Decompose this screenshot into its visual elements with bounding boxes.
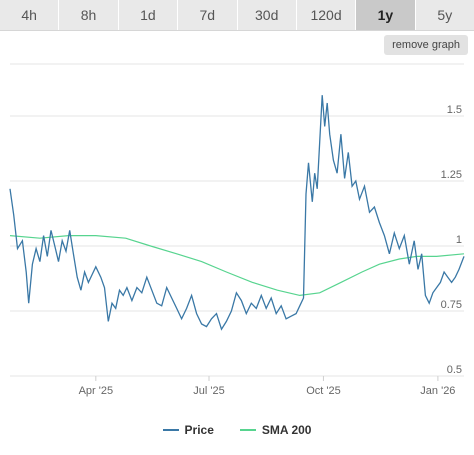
legend-item-sma[interactable]: SMA 200 xyxy=(239,423,312,437)
y-tick-label: 1.25 xyxy=(441,169,462,181)
x-tick-label: Jul '25 xyxy=(193,385,224,397)
y-tick-label: 0.5 xyxy=(447,364,462,376)
legend-item-price[interactable]: Price xyxy=(162,423,214,437)
y-tick-label: 1.5 xyxy=(447,104,462,116)
tab-8h[interactable]: 8h xyxy=(59,0,119,30)
tab-4h[interactable]: 4h xyxy=(0,0,60,30)
tab-5y[interactable]: 5y xyxy=(437,7,453,23)
price-chart: 0.5 0.75 1 1.25 1.5 Apr '25 Jul '25 Oct '25 Jan… xyxy=(9,63,465,397)
y-axis-ticks: 0.5 0.75 1 1.25 1.5 xyxy=(441,104,462,376)
x-axis-ticks: Apr '25 Jul '25 Oct '25 Jan '26 xyxy=(79,376,455,397)
tab-30d[interactable]: 30d xyxy=(238,0,297,30)
remove-graph-button[interactable]: remove graph xyxy=(384,35,468,55)
y-tick-label: 1 xyxy=(456,234,462,246)
x-tick-label: Oct '25 xyxy=(306,385,341,397)
tab-7d[interactable]: 7d xyxy=(178,0,238,30)
sma-200-line xyxy=(9,235,465,297)
sma-swatch-icon xyxy=(239,429,256,431)
legend-sma-label: SMA 200 xyxy=(261,423,312,437)
timeframe-tabs: 4h 8h 1d 7d 30d 120d 1y 5y xyxy=(0,0,474,31)
grid-lines xyxy=(10,63,464,377)
chart-legend: Price SMA 200 xyxy=(0,420,474,440)
price-swatch-icon xyxy=(162,429,179,431)
tab-1y[interactable]: 1y xyxy=(356,0,416,30)
x-tick-label: Apr '25 xyxy=(79,385,114,397)
legend-price-label: Price xyxy=(184,423,214,437)
tab-1d[interactable]: 1d xyxy=(119,0,179,30)
y-tick-label: 0.75 xyxy=(441,299,462,311)
x-tick-label: Jan '26 xyxy=(420,385,455,397)
tab-120d[interactable]: 120d xyxy=(297,0,357,30)
price-line xyxy=(9,95,465,331)
